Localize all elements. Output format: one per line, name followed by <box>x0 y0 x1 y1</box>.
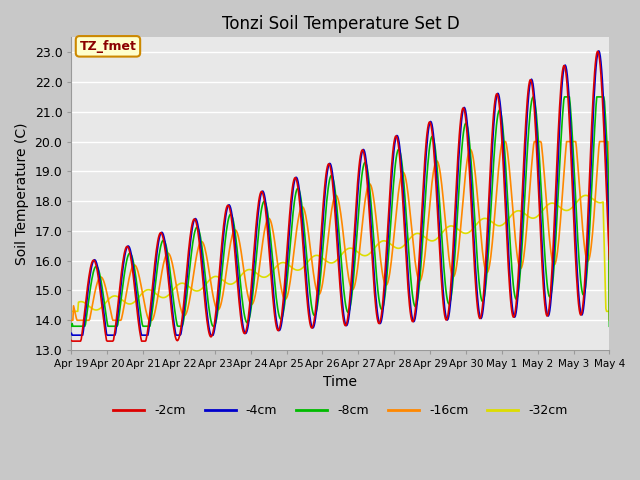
Text: TZ_fmet: TZ_fmet <box>79 40 136 53</box>
Title: Tonzi Soil Temperature Set D: Tonzi Soil Temperature Set D <box>221 15 460 33</box>
X-axis label: Time: Time <box>323 374 357 389</box>
Legend: -2cm, -4cm, -8cm, -16cm, -32cm: -2cm, -4cm, -8cm, -16cm, -32cm <box>108 399 573 422</box>
Y-axis label: Soil Temperature (C): Soil Temperature (C) <box>15 122 29 265</box>
